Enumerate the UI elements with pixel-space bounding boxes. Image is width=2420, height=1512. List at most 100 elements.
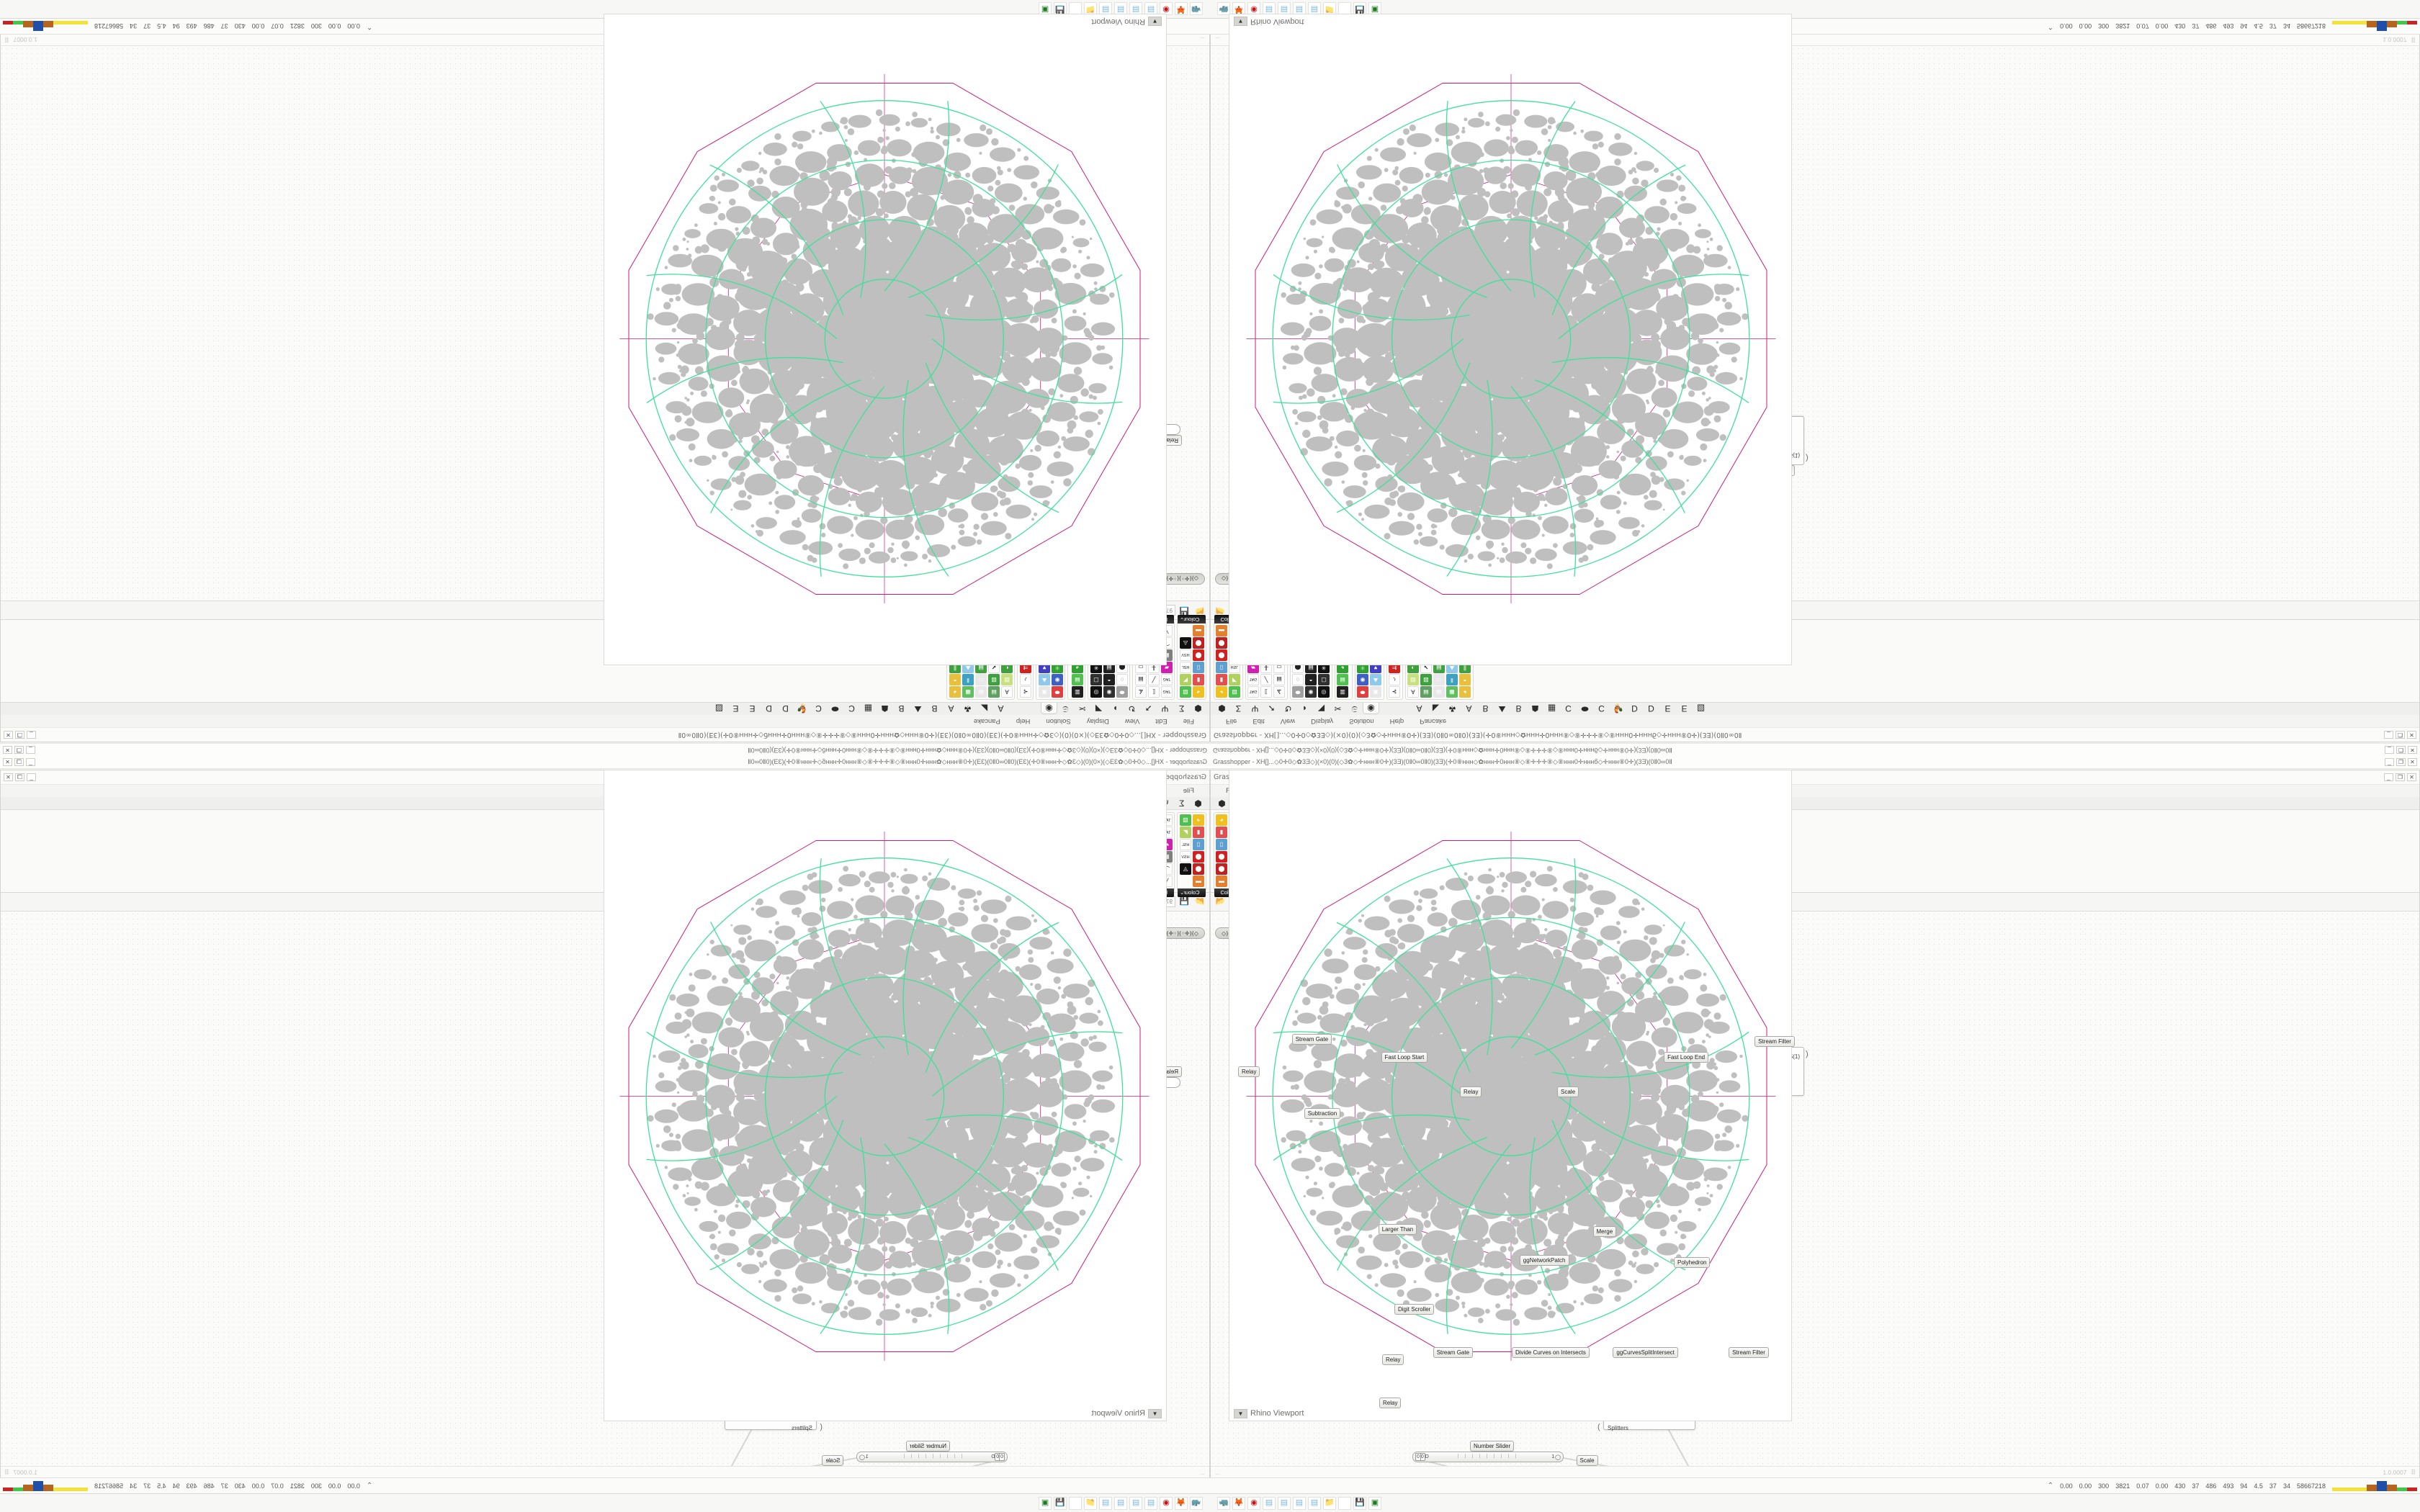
colour-bar-icon[interactable]: ▬ (1193, 625, 1204, 636)
maximize-button[interactable]: ❐ (2396, 746, 2406, 754)
ring-icon[interactable]: ◎ (1090, 686, 1102, 698)
slider-handle[interactable]: ◯ (1555, 1454, 1561, 1460)
vector-numbers-icon[interactable]: ⊰ (1388, 686, 1400, 698)
colour-wheel-icon[interactable]: ◕ (1193, 814, 1204, 826)
tab-e2[interactable]: E (732, 703, 739, 714)
landscape-icon[interactable]: ⛰ (1369, 674, 1381, 685)
preview-copy-icon[interactable]: ▣ (1039, 686, 1051, 698)
tab-curve[interactable]: ↻ (1284, 703, 1292, 714)
tab-display-selected[interactable]: ◉ (1363, 703, 1379, 715)
winform-progress-icon[interactable]: ▭ (1433, 674, 1445, 685)
close-button[interactable]: ✕ (2408, 758, 2417, 766)
open-file-icon[interactable]: 📂 (1194, 897, 1205, 906)
gh-minimize-button[interactable]: _ (27, 773, 36, 781)
hsl-icon[interactable]: HSL (1180, 839, 1191, 850)
tab-intersect[interactable]: ✂ (1334, 703, 1342, 714)
notepad-icon-2[interactable]: ▤ (1278, 1496, 1291, 1510)
winform-pie-icon[interactable]: ◕ (1458, 686, 1471, 698)
tab-bug[interactable]: ☗ (881, 703, 889, 714)
blank-icon[interactable] (1069, 1496, 1082, 1510)
filled-ellipse-icon[interactable]: ◓ (1103, 674, 1115, 685)
tab-terrain[interactable]: ⛰ (1498, 704, 1506, 714)
tab-params[interactable]: ⬢ (1194, 798, 1202, 809)
minimize-button[interactable]: _ (26, 758, 35, 766)
menu-item-view[interactable]: View (1280, 717, 1296, 725)
histogram-icon[interactable]: ▥ (1072, 686, 1083, 698)
tab-d1[interactable]: D (1631, 703, 1638, 714)
winform-donut-icon[interactable]: ◓ (1458, 674, 1471, 685)
slider-handle[interactable]: ◯ (859, 1454, 865, 1460)
gh-maximize-button[interactable]: ❐ (15, 773, 24, 781)
gh-close-button[interactable]: ✕ (2407, 731, 2416, 739)
tab-b2[interactable]: B (1515, 703, 1522, 714)
number-slider[interactable]: m0.0M1.0D0⎸⎸⎸⎸⎸⎸⎸⎸⎸1◯ (856, 1452, 1008, 1462)
tab-d1[interactable]: D (782, 703, 789, 714)
custom-preview-icon[interactable]: ⬬ (1356, 686, 1368, 698)
colour-picker-icon[interactable]: ⬤ (1193, 649, 1204, 661)
leader-icon[interactable]: ╱ (1260, 674, 1272, 685)
ggcurvessplitintersect-input-lug[interactable]: ( (820, 1423, 823, 1431)
save-icon[interactable]: 💾 (1353, 1496, 1366, 1510)
colour-picker-icon[interactable]: ⬤ (1193, 851, 1204, 863)
tab-grid[interactable]: ▦ (1547, 703, 1556, 714)
gh-maximize-button[interactable]: ❐ (2396, 731, 2405, 739)
tab-surface[interactable]: ◗ (1112, 703, 1119, 714)
colour-rgb-icon[interactable]: ▮ (1193, 674, 1204, 685)
colour-picker-icon[interactable]: ⬤ (1216, 649, 1227, 661)
tab-curve[interactable]: ↻ (1128, 703, 1136, 714)
vector-curve-icon[interactable]: ♪ (1388, 674, 1400, 685)
spectrum-icon[interactable]: ◬ (1180, 863, 1191, 875)
tab-params[interactable]: ⬢ (1218, 798, 1226, 809)
gh-close-button[interactable]: ✕ (4, 773, 13, 781)
tab-bird[interactable]: 🐓 (1613, 703, 1623, 714)
ggcurvessplitintersect-input-lug[interactable]: ( (1597, 1423, 1600, 1431)
number-slider[interactable]: m0.0M1.0D0⎸⎸⎸⎸⎸⎸⎸⎸⎸1◯ (1412, 1452, 1564, 1462)
colour-lch-icon[interactable]: ▯ (1216, 662, 1227, 673)
notepad-icon-3[interactable]: ▤ (1114, 1496, 1127, 1510)
hatch-icon[interactable]: ▤ (1273, 674, 1285, 685)
minimize-button[interactable]: _ (26, 746, 35, 754)
terminal-icon[interactable]: ▣ (1368, 1496, 1381, 1510)
maximize-button[interactable]: ❐ (14, 746, 24, 754)
slider-track[interactable]: ⎸⎸⎸⎸⎸⎸⎸⎸⎸ (897, 1454, 963, 1459)
colour-wheel-icon[interactable]: ◕ (1216, 686, 1227, 698)
colour-bar-icon[interactable]: ▬ (1216, 625, 1227, 636)
colour-ramp-icon[interactable]: ▤ (1072, 674, 1083, 685)
tab-maths[interactable]: Σ (1235, 703, 1242, 714)
dotted-circle-icon[interactable]: ◌ (1292, 674, 1304, 685)
tab-anemone[interactable]: ☘ (1448, 703, 1456, 714)
stream-filter-1-output-lug[interactable]: ) (1806, 454, 1809, 462)
app-red-icon[interactable]: ◉ (1160, 1496, 1173, 1510)
dotted-circle-icon[interactable]: ◌ (1116, 674, 1128, 685)
maximize-button[interactable]: ❐ (14, 758, 24, 766)
blank-icon[interactable] (1338, 1496, 1351, 1510)
folder-icon[interactable]: 📁 (1084, 1496, 1097, 1510)
ring-icon[interactable]: ◎ (1318, 686, 1330, 698)
landscape-icon[interactable]: ⛰ (1039, 674, 1051, 685)
gh-close-button[interactable]: ✕ (4, 731, 13, 739)
tab-b1[interactable]: B (931, 703, 938, 714)
rhino-icon[interactable]: 🦏 (1190, 2, 1203, 16)
colour-sphere-icon[interactable]: ⬤ (1193, 863, 1204, 875)
colour-picker-icon[interactable]: ⬤ (1216, 851, 1227, 863)
colour-swatch-icon[interactable]: ◤ (1180, 674, 1191, 685)
hsl-icon[interactable]: HSL (1180, 662, 1191, 673)
hsv-icon[interactable]: HSV (1180, 851, 1191, 863)
app-red-icon[interactable]: ◉ (1247, 1496, 1260, 1510)
tab-a1[interactable]: A (998, 703, 1004, 714)
status-menu-icon[interactable]: ... (1215, 36, 1221, 43)
winform-image-icon[interactable]: ▧ (1407, 674, 1419, 685)
gh-close-button[interactable]: ✕ (2407, 773, 2416, 781)
terminal-icon[interactable]: ▣ (1039, 1496, 1052, 1510)
resize-grip-icon[interactable]: ⠿ (5, 1468, 9, 1476)
gh-maximize-button[interactable]: ❐ (2396, 773, 2405, 781)
tab-display-selected[interactable]: ◉ (1041, 703, 1057, 715)
colour-lch-icon[interactable]: ▯ (1216, 839, 1227, 850)
tab-d2[interactable]: D (1648, 703, 1654, 714)
preview-material-icon[interactable]: ◉ (1052, 674, 1064, 685)
notepad-icon-1[interactable]: ▤ (1263, 1496, 1276, 1510)
colour-wheel-icon[interactable]: ◕ (1216, 814, 1227, 826)
menu-item-view[interactable]: View (1124, 717, 1140, 725)
tab-leaf[interactable]: ◣ (980, 703, 988, 714)
preview-material-icon[interactable]: ◉ (1356, 674, 1368, 685)
